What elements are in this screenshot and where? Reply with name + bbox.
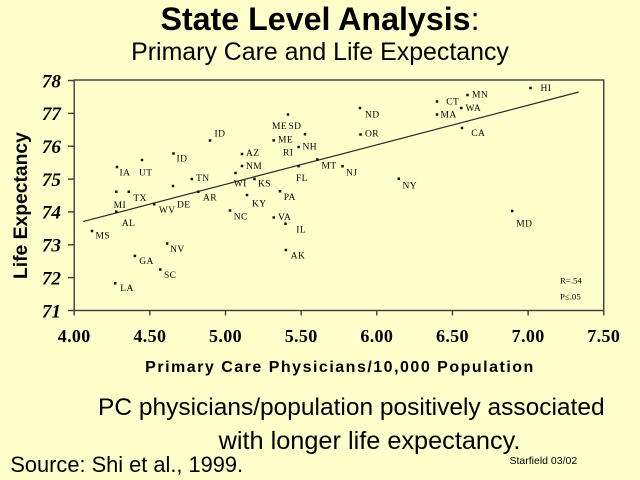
svg-text:MD: MD bbox=[516, 219, 532, 229]
svg-text:CA: CA bbox=[471, 129, 485, 139]
svg-text:NY: NY bbox=[403, 181, 418, 191]
svg-text:SD: SD bbox=[289, 122, 302, 132]
svg-text:5.50: 5.50 bbox=[285, 326, 318, 346]
svg-text:WI: WI bbox=[234, 179, 247, 189]
svg-text:73: 73 bbox=[42, 236, 62, 257]
svg-text:KS: KS bbox=[258, 179, 271, 189]
svg-text:7.50: 7.50 bbox=[587, 326, 620, 346]
svg-text:AK: AK bbox=[291, 251, 306, 261]
svg-text:MI: MI bbox=[114, 201, 126, 211]
svg-text:VA: VA bbox=[278, 213, 291, 223]
svg-text:HI: HI bbox=[541, 84, 552, 94]
svg-text:MS: MS bbox=[96, 231, 111, 241]
svg-text:AR: AR bbox=[203, 193, 217, 203]
svg-text:WV: WV bbox=[159, 206, 176, 216]
svg-text:PA: PA bbox=[284, 193, 296, 203]
svg-text:AL: AL bbox=[122, 219, 135, 229]
svg-text:NH: NH bbox=[303, 142, 318, 152]
svg-text:RI: RI bbox=[283, 149, 293, 159]
svg-text:5.00: 5.00 bbox=[209, 326, 242, 346]
svg-text:MT: MT bbox=[322, 161, 337, 171]
svg-text:ND: ND bbox=[365, 110, 380, 120]
svg-text:72: 72 bbox=[42, 268, 62, 289]
svg-text:UT: UT bbox=[139, 168, 152, 178]
svg-text:IA: IA bbox=[120, 168, 131, 178]
svg-text:R=.54: R=.54 bbox=[560, 275, 582, 285]
svg-text:ME: ME bbox=[278, 135, 293, 145]
svg-text:NM: NM bbox=[246, 162, 262, 172]
svg-text:AZ: AZ bbox=[246, 149, 259, 159]
svg-text:71: 71 bbox=[42, 301, 61, 322]
svg-text:NC: NC bbox=[234, 212, 248, 222]
svg-text:MN: MN bbox=[472, 91, 488, 101]
svg-text:MA: MA bbox=[441, 110, 457, 120]
svg-text:WA: WA bbox=[466, 104, 482, 114]
svg-text:LA: LA bbox=[120, 284, 133, 294]
svg-text:IL: IL bbox=[296, 226, 306, 236]
svg-text:P≤.05: P≤.05 bbox=[560, 291, 581, 301]
svg-text:4.00: 4.00 bbox=[58, 326, 91, 346]
svg-text:SC: SC bbox=[164, 271, 176, 281]
svg-text:74: 74 bbox=[42, 203, 62, 224]
svg-text:GA: GA bbox=[139, 257, 154, 267]
svg-text:NV: NV bbox=[170, 245, 185, 255]
svg-text:7.00: 7.00 bbox=[512, 326, 545, 346]
svg-text:NJ: NJ bbox=[346, 168, 357, 178]
svg-text:76: 76 bbox=[42, 137, 62, 158]
svg-text:DE: DE bbox=[177, 200, 190, 210]
svg-text:78: 78 bbox=[42, 71, 62, 92]
svg-text:CT: CT bbox=[446, 97, 459, 107]
svg-text:ME: ME bbox=[272, 122, 287, 132]
svg-text:ID: ID bbox=[215, 129, 226, 139]
svg-text:77: 77 bbox=[42, 104, 63, 125]
svg-text:TN: TN bbox=[196, 174, 209, 184]
svg-text:6.00: 6.00 bbox=[360, 326, 393, 346]
svg-text:OR: OR bbox=[365, 129, 379, 139]
svg-text:TX: TX bbox=[133, 194, 146, 204]
svg-text:4.50: 4.50 bbox=[133, 326, 166, 346]
svg-text:KY: KY bbox=[252, 199, 267, 209]
svg-text:75: 75 bbox=[42, 170, 62, 191]
svg-text:FL: FL bbox=[296, 174, 308, 184]
svg-text:ID: ID bbox=[177, 154, 188, 164]
svg-text:6.50: 6.50 bbox=[436, 326, 469, 346]
